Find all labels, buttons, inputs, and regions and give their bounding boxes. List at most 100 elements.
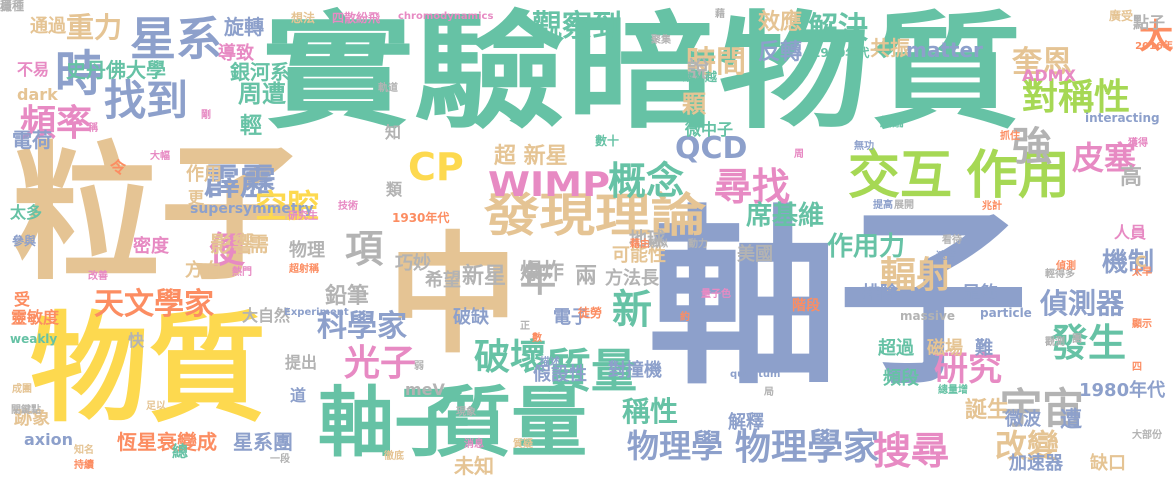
- cloud-word: 徹底: [384, 451, 404, 462]
- cloud-word: 改變: [995, 427, 1060, 465]
- cloud-word: 軸子: [318, 378, 470, 467]
- cloud-word: 改善: [88, 271, 108, 282]
- cloud-word: 電荷: [12, 128, 52, 152]
- cloud-word: 高: [1120, 165, 1143, 190]
- cloud-word: 參與: [12, 234, 37, 248]
- cloud-word: 量子色: [701, 289, 731, 300]
- cloud-word: 史丹佛大學: [66, 58, 166, 82]
- cloud-word: 靈敏度: [11, 308, 60, 327]
- cloud-word: 項: [345, 227, 384, 271]
- cloud-word: 持續: [74, 460, 94, 471]
- cloud-word: 遭: [1060, 408, 1083, 433]
- cloud-word: 頻段: [883, 368, 919, 389]
- cloud-word: 四: [1132, 362, 1142, 373]
- cloud-word: 作用: [186, 164, 222, 185]
- cloud-word: WIMP: [488, 165, 610, 205]
- cloud-word: 周遭: [238, 80, 286, 108]
- cloud-word: 四散紛飛: [332, 11, 381, 25]
- cloud-word: 研究生: [288, 211, 318, 222]
- cloud-word: 通過: [30, 16, 66, 37]
- cloud-word: 反轉: [758, 40, 803, 65]
- cloud-word: 時間: [686, 45, 746, 80]
- cloud-word: 輻射: [880, 255, 953, 296]
- cloud-word: 人員: [1114, 223, 1147, 242]
- cloud-word: 恆星衰變成: [117, 430, 217, 454]
- cloud-word: 階段: [792, 298, 820, 314]
- cloud-word: 2016年: [1135, 41, 1173, 52]
- cloud-word: 方法長: [605, 268, 659, 289]
- cloud-word: 成團: [12, 384, 32, 395]
- cloud-word: 結論: [880, 115, 905, 129]
- cloud-word: 微波: [1005, 409, 1041, 430]
- cloud-word: 快: [128, 331, 145, 350]
- cloud-word: 廣受: [1109, 9, 1134, 23]
- cloud-word: 破缺: [453, 307, 489, 328]
- cloud-word: 太多: [10, 203, 43, 222]
- cloud-word: 獲得: [1128, 138, 1148, 149]
- cloud-word: 科學家: [317, 309, 407, 344]
- cloud-word: 共振: [870, 36, 910, 60]
- cloud-word: massive: [900, 309, 955, 323]
- cloud-word: QCD: [675, 131, 748, 166]
- cloud-word: 物理學家: [735, 427, 880, 468]
- cloud-word: 導致: [218, 43, 254, 64]
- cloud-word: 約: [680, 312, 690, 323]
- cloud-word: 物質: [30, 300, 267, 438]
- cloud-word: 誕生: [965, 398, 1010, 423]
- cloud-word: 光子: [344, 343, 417, 384]
- cloud-word: 兆計: [982, 201, 1002, 212]
- cloud-word: 總: [172, 442, 189, 461]
- cloud-word: 知: [385, 123, 402, 142]
- cloud-word: 未知: [454, 454, 494, 478]
- cloud-word: 難: [975, 338, 993, 359]
- cloud-word: 機制: [1102, 248, 1155, 278]
- cloud-word: 便: [209, 230, 246, 271]
- cloud-word: 藉由: [630, 239, 650, 250]
- cloud-word: ADMX: [1022, 66, 1076, 85]
- cloud-word: 軌道: [378, 83, 398, 94]
- cloud-word: 足夠: [962, 283, 998, 304]
- cloud-word: 不易: [17, 60, 50, 79]
- cloud-word: 抓住: [1000, 131, 1020, 142]
- cloud-word: 類似: [648, 239, 668, 250]
- cloud-word: 加速器: [1009, 453, 1063, 474]
- cloud-word: 1930年代: [392, 211, 450, 225]
- cloud-word: 發現理論: [484, 188, 707, 242]
- cloud-word: 宇宙: [1000, 384, 1085, 433]
- cloud-word: 超射稱: [289, 264, 319, 275]
- cloud-word: 銀河系: [230, 60, 290, 84]
- cloud-word: 弱: [414, 361, 424, 372]
- cloud-word: 尋找: [714, 165, 791, 209]
- cloud-word: axion: [24, 430, 73, 449]
- cloud-word: particle: [980, 306, 1032, 320]
- cloud-word: 展開: [894, 200, 914, 211]
- cloud-word: 皮塞: [1072, 139, 1137, 177]
- cloud-word: 研究: [934, 349, 1002, 389]
- cloud-word: 新: [612, 287, 652, 333]
- cloud-word: 交互: [848, 146, 953, 206]
- cloud-word: 1980年代: [1079, 380, 1166, 401]
- cloud-word: 微中子: [685, 120, 734, 139]
- cloud-word: 排除: [862, 283, 898, 304]
- cloud-word: 提出: [285, 353, 318, 372]
- cloud-word: 質疑: [513, 439, 533, 450]
- cloud-word: 大自然: [242, 306, 291, 325]
- cloud-word: 席基維: [746, 201, 825, 231]
- cloud-word: 觀察到: [532, 9, 622, 44]
- cloud-word: 關鍵點: [11, 405, 41, 416]
- cloud-word: 強: [1012, 124, 1052, 170]
- cloud-word: 空腔: [255, 187, 320, 225]
- cloud-word: 方向: [185, 260, 221, 281]
- cloud-word: 對撞機: [608, 360, 662, 381]
- cloud-word: 速度: [936, 251, 956, 262]
- cloud-word: 稱: [88, 123, 98, 134]
- cloud-word: 納入: [683, 73, 703, 84]
- cloud-word: 聚集: [651, 35, 671, 46]
- cloud-word: 巧妙: [395, 253, 431, 274]
- cloud-word: meV: [405, 380, 445, 399]
- cloud-word: 頻率: [20, 103, 93, 144]
- cloud-word: 奎恩: [1012, 45, 1072, 80]
- cloud-word: 缺口: [1090, 453, 1126, 474]
- cloud-word: 類: [386, 180, 403, 199]
- cloud-word: 太早: [1132, 267, 1152, 278]
